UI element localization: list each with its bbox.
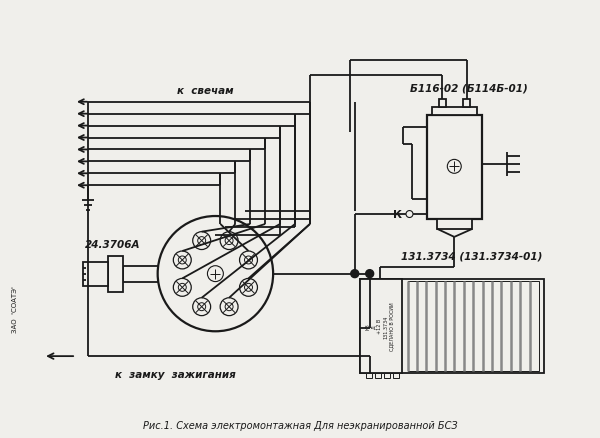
Bar [360,279,544,373]
Bar [437,219,472,230]
Bar [407,281,539,371]
Bar [392,373,398,378]
Bar [374,373,380,378]
Text: ЗАО  'СОАТЭ': ЗАО 'СОАТЭ' [13,285,19,332]
Text: к  свечам: к свечам [177,85,234,95]
Bar [427,115,482,219]
Text: +12 В: +12 В [377,318,382,334]
Text: 131.3734 (131.3734-01): 131.3734 (131.3734-01) [401,251,542,261]
Text: КЗ: КЗ [365,323,370,329]
Bar [383,373,389,378]
Text: 131.3734: 131.3734 [383,314,388,338]
Bar [108,256,123,292]
Bar [360,279,401,373]
Bar [83,262,108,286]
Text: Б116-02 (Б114Б-01): Б116-02 (Б114Б-01) [410,84,528,94]
Circle shape [365,270,374,278]
Bar [365,373,371,378]
Bar [433,107,477,115]
Text: К: К [393,209,402,219]
Text: к  замку  зажигания: к замку зажигания [115,369,236,379]
Text: Д: Д [371,324,376,328]
Text: 24.3706А: 24.3706А [85,239,140,249]
Text: Рис.1. Схема электромонтажная Для неэкранированной БСЗ: Рис.1. Схема электромонтажная Для неэкра… [143,420,457,430]
Text: СДЕЛАНО В РОСИИ: СДЕЛАНО В РОСИИ [389,302,394,350]
Circle shape [351,270,359,278]
Bar [463,99,470,107]
Bar [439,99,446,107]
